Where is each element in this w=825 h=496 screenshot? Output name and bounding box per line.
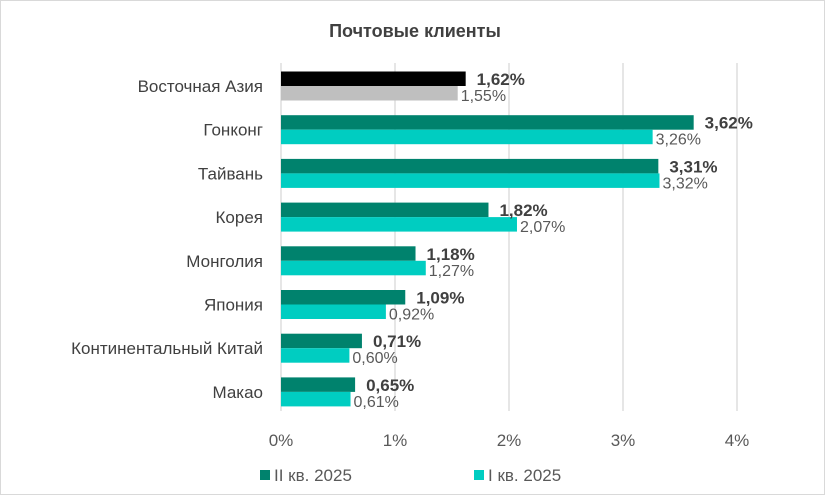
data-label-q1: 3,26% <box>656 132 701 149</box>
data-label-q2: 1,82% <box>499 201 547 220</box>
data-label-q2: 3,62% <box>705 114 753 133</box>
data-label-q1: 0,61% <box>354 394 399 411</box>
bar-q2 <box>281 290 406 305</box>
data-label-q1: 0,92% <box>389 307 434 324</box>
bar-q2 <box>281 115 694 130</box>
bar-q2 <box>281 333 362 349</box>
legend-label: II кв. 2025 <box>274 466 352 485</box>
bar-q1 <box>281 304 386 319</box>
chart-title: Почтовые клиенты <box>329 21 501 41</box>
data-label-q2: 0,65% <box>366 376 414 395</box>
legend-swatch <box>260 470 270 480</box>
legend-label: I кв. 2025 <box>488 466 561 485</box>
x-tick-label: 1% <box>383 431 408 450</box>
x-tick-label: 4% <box>725 431 750 450</box>
legend-swatch <box>474 470 484 480</box>
bar-q1 <box>281 260 426 276</box>
data-label-q1: 2,07% <box>520 219 565 236</box>
bar-q2 <box>281 71 466 86</box>
bar-q2 <box>281 158 659 174</box>
data-label-q1: 0,60% <box>352 350 397 367</box>
category-label: Монголия <box>186 252 263 271</box>
bar-q1 <box>281 217 517 232</box>
category-label: Тайвань <box>198 164 263 183</box>
data-label-q2: 1,18% <box>427 245 475 264</box>
data-label-q2: 1,62% <box>477 70 525 89</box>
category-label: Корея <box>216 208 263 227</box>
data-label-q1: 1,27% <box>429 263 474 280</box>
bar-q1 <box>281 129 653 145</box>
bar-q1 <box>281 348 350 363</box>
category-label: Япония <box>204 296 263 315</box>
x-tick-label: 0% <box>269 431 294 450</box>
bar-q2 <box>281 377 356 392</box>
bar-q2 <box>281 246 416 261</box>
bar-q2 <box>281 202 489 218</box>
data-label-q1: 1,55% <box>461 88 506 105</box>
category-label: Восточная Азия <box>138 77 263 96</box>
category-label: Макао <box>212 383 263 402</box>
data-label-q1: 3,32% <box>662 175 707 192</box>
category-label: Континентальный Китай <box>71 339 263 358</box>
bar-q1 <box>281 391 351 407</box>
data-label-q2: 1,09% <box>416 289 464 308</box>
data-label-q2: 3,31% <box>669 157 717 176</box>
bar-q1 <box>281 173 660 188</box>
data-label-q2: 0,71% <box>373 332 421 351</box>
category-label: Гонконг <box>203 121 263 140</box>
bar-q1 <box>281 86 458 101</box>
x-tick-label: 3% <box>611 431 636 450</box>
x-tick-label: 2% <box>497 431 522 450</box>
